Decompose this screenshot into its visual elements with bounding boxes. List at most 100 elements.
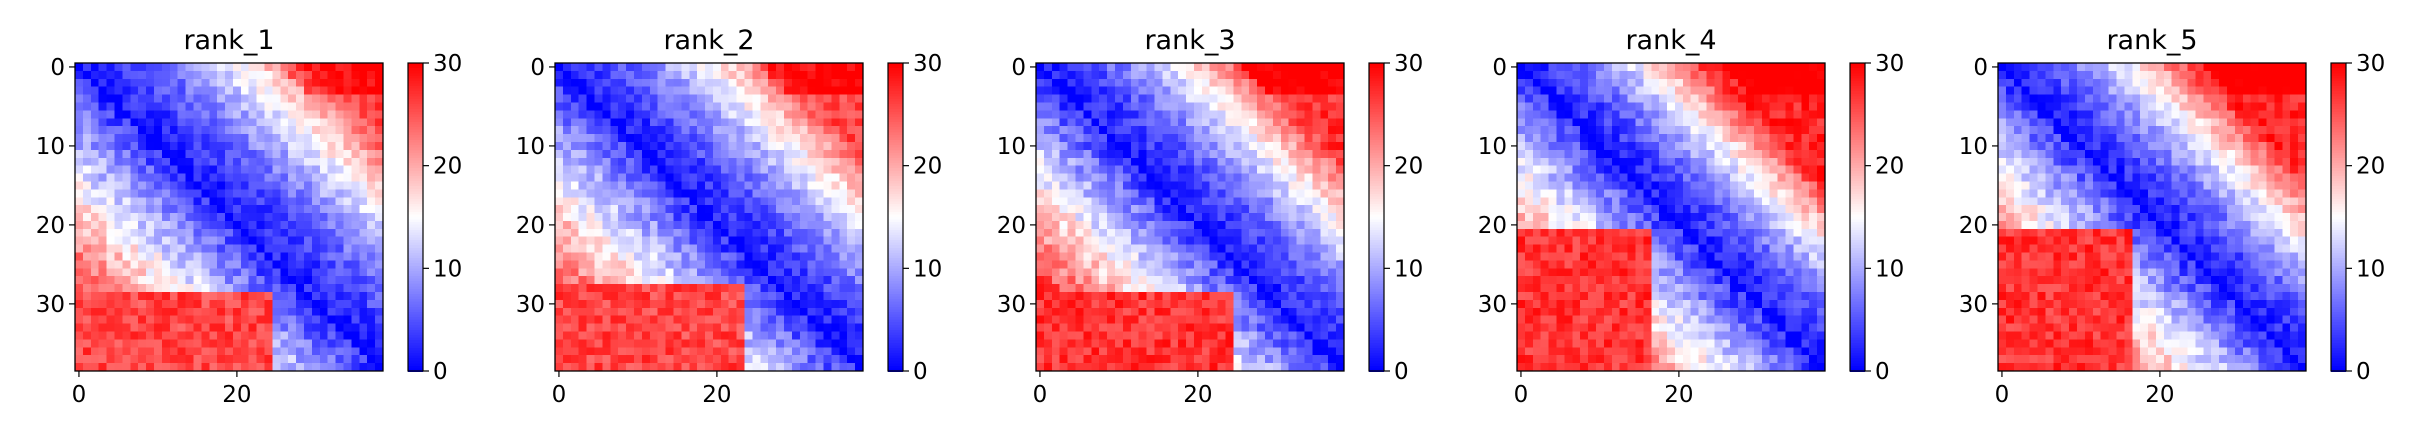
heatmap-cell (610, 244, 619, 254)
heatmap-cell (823, 118, 833, 127)
heatmap-cell (847, 141, 856, 151)
heatmap-cell (1265, 63, 1274, 72)
heatmap-cell (839, 252, 848, 262)
heatmap-cell (193, 236, 202, 246)
heatmap-cell (1201, 363, 1211, 372)
heatmap-cell (1138, 134, 1148, 143)
colorbar-segment (888, 201, 903, 205)
heatmap-cell (720, 70, 730, 80)
heatmap-cell (1320, 355, 1329, 364)
heatmap-cell (1233, 181, 1242, 190)
colorbar-segment (1369, 181, 1384, 185)
heatmap-cell (1075, 94, 1084, 104)
heatmap-cell (319, 228, 329, 238)
heatmap-cell (98, 244, 108, 254)
heatmap-cell (657, 173, 667, 183)
heatmap-cell (272, 94, 281, 104)
heatmap-cell (335, 86, 345, 96)
heatmap-cell (185, 355, 195, 364)
heatmap-cell (562, 284, 572, 293)
heatmap-cell (728, 323, 738, 333)
heatmap-cell (649, 63, 659, 72)
heatmap-cell (225, 252, 234, 262)
heatmap-cell (1209, 118, 1219, 127)
heatmap-cell (578, 363, 588, 372)
heatmap-cell (359, 126, 368, 135)
heatmap-cell (744, 220, 754, 230)
heatmap-cell (296, 63, 305, 72)
heatmap-cell (681, 268, 690, 277)
heatmap-cell (705, 149, 714, 159)
heatmap-cell (1328, 63, 1337, 72)
heatmap-cell (367, 213, 376, 222)
heatmap-cell (807, 86, 817, 96)
colorbar-segment (888, 324, 903, 329)
heatmap-cell (1320, 363, 1329, 372)
heatmap-cell (689, 244, 698, 254)
heatmap-cell (1304, 323, 1314, 333)
heatmap-cell (1272, 331, 1282, 341)
heatmap-cell (367, 260, 376, 269)
heatmap-cell (1186, 236, 1195, 246)
heatmap-cell (831, 78, 840, 88)
heatmap-cell (1336, 126, 1345, 135)
heatmap-cell (1146, 157, 1156, 167)
heatmap-cell (114, 173, 123, 183)
heatmap-cell (1107, 331, 1116, 341)
heatmap-cell (1186, 157, 1195, 167)
heatmap-cell (649, 181, 659, 190)
heatmap-cell (1304, 339, 1314, 348)
heatmap-cell (161, 126, 171, 135)
heatmap-cell (1059, 181, 1069, 190)
heatmap-cell (351, 220, 360, 230)
heatmap-cell (823, 244, 833, 254)
heatmap-cell (367, 78, 376, 88)
heatmap-cell (75, 134, 84, 143)
heatmap-cell (1320, 213, 1329, 222)
heatmap-cell (1193, 126, 1203, 135)
heatmap-cell (359, 94, 368, 104)
heatmap-cell (201, 141, 210, 151)
heatmap-cell (657, 157, 667, 167)
heatmap-cell (146, 276, 155, 285)
heatmap-cell (185, 141, 195, 151)
heatmap-cell (1107, 205, 1116, 214)
heatmap-cell (839, 315, 848, 325)
heatmap-cell (823, 363, 833, 372)
heatmap-cell (138, 181, 147, 190)
heatmap-cell (1043, 118, 1053, 127)
heatmap-cell (1233, 157, 1242, 167)
heatmap-cell (82, 63, 92, 72)
heatmap-cell (633, 323, 643, 333)
heatmap-cell (1036, 173, 1045, 183)
heatmap-cell (752, 157, 761, 167)
heatmap-cell (1249, 110, 1258, 119)
heatmap-cell (367, 315, 376, 325)
heatmap-cell (1036, 78, 1045, 88)
heatmap-cell (177, 78, 187, 88)
heatmap-cell (359, 181, 368, 190)
heatmap-cell (1075, 220, 1084, 230)
heatmap-cell (689, 323, 698, 333)
heatmap-cell (855, 228, 864, 238)
heatmap-cell (161, 149, 171, 159)
heatmap-cell (784, 157, 793, 167)
heatmap-cell (649, 220, 659, 230)
heatmap-cell (1209, 339, 1219, 348)
heatmap-cell (1138, 252, 1148, 262)
heatmap-cell (98, 102, 108, 111)
heatmap-cell (130, 118, 139, 127)
heatmap-cell (82, 102, 92, 111)
heatmap-cell (578, 110, 588, 119)
heatmap-cell (799, 363, 809, 372)
heatmap-cell (272, 197, 281, 206)
heatmap-cell (375, 331, 384, 341)
heatmap-cell (311, 260, 321, 269)
heatmap-cell (130, 197, 139, 206)
heatmap-cell (562, 173, 572, 183)
colorbar-segment (1369, 170, 1384, 175)
heatmap-cell (594, 173, 603, 183)
x-tick-label: 20 (702, 382, 731, 408)
heatmap-cell (586, 181, 596, 190)
heatmap-cell (90, 157, 100, 167)
